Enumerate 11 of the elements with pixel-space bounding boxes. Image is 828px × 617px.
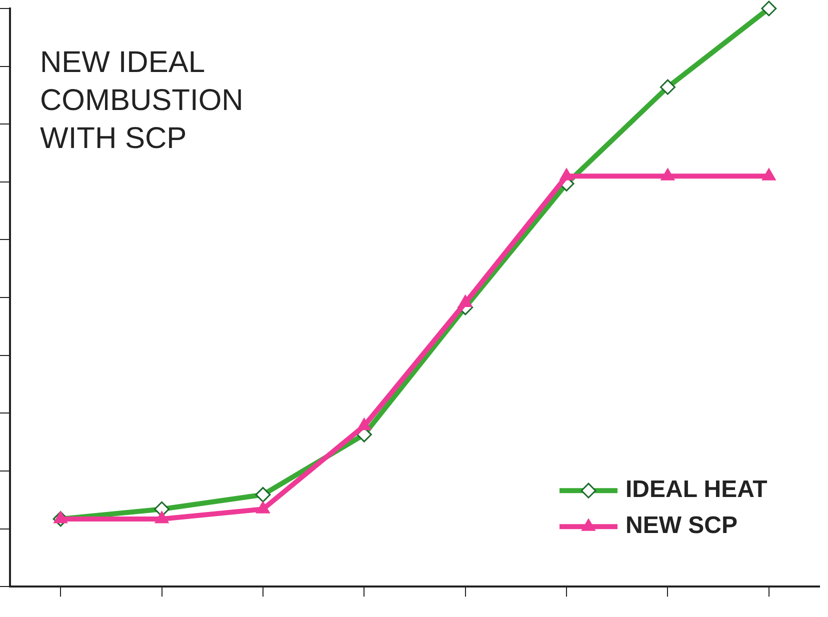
point bbox=[154, 511, 169, 524]
legend-label: IDEAL HEAT bbox=[626, 476, 768, 504]
point bbox=[560, 168, 574, 180]
point bbox=[357, 418, 371, 430]
text: NEW IDEAL COMBUSTION WITH SCP bbox=[40, 46, 244, 155]
point bbox=[256, 501, 270, 514]
point bbox=[762, 168, 776, 180]
point bbox=[660, 168, 675, 180]
point bbox=[54, 511, 68, 524]
point bbox=[458, 295, 472, 308]
legend-label: NEW SCP bbox=[626, 512, 738, 540]
